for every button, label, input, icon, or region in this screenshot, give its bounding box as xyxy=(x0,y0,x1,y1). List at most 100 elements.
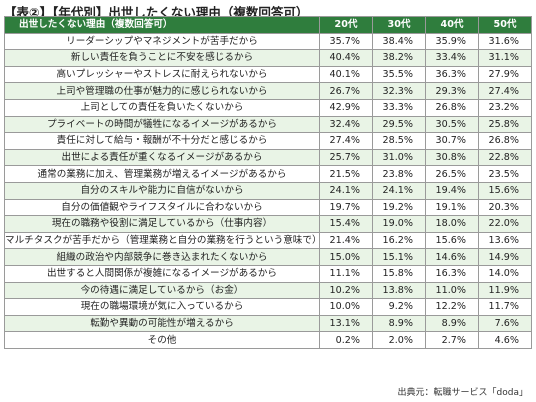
value-cell-40s: 19.1% xyxy=(425,198,479,217)
value-cell-20s: 21.4% xyxy=(319,231,373,250)
value-cell-20s: 15.0% xyxy=(319,248,373,266)
value-cell-50s: 23.5% xyxy=(478,165,532,183)
value-cell-30s: 24.1% xyxy=(372,181,426,200)
reason-cell: リーダーシップやマネジメントが苦手だから xyxy=(4,32,320,51)
data-table: 出世したくない理由（複数回答可） 20代 30代 40代 50代 リーダーシップ… xyxy=(4,16,532,349)
value-cell-40s: 26.5% xyxy=(425,165,479,183)
value-cell-20s: 26.7% xyxy=(319,82,373,100)
value-cell-50s: 4.6% xyxy=(478,331,532,349)
table-row: 転勤や異動の可能性が増えるから 13.1% 8.9% 8.9% 7.6% xyxy=(4,314,532,333)
table-row: マルチタスクが苦手だから（管理業務と自分の業務を行うという意味で） 21.4% 16… xyxy=(4,231,532,250)
value-cell-20s: 40.4% xyxy=(319,49,373,67)
value-cell-50s: 20.3% xyxy=(478,198,532,217)
header-reason: 出世したくない理由（複数回答可） xyxy=(4,16,320,34)
header-row: 出世したくない理由（複数回答可） 20代 30代 40代 50代 xyxy=(4,16,532,34)
table-row: 組織の政治や内部競争に巻き込まれたくないから 15.0% 15.1% 14.6% 14.… xyxy=(4,248,532,266)
value-cell-20s: 40.1% xyxy=(319,65,373,84)
reason-cell: 新しい責任を負うことに不安を感じるから xyxy=(4,49,320,67)
value-cell-20s: 35.7% xyxy=(319,32,373,51)
value-cell-40s: 12.2% xyxy=(425,298,479,316)
value-cell-50s: 22.8% xyxy=(478,148,532,167)
reason-cell: 転勤や異動の可能性が増えるから xyxy=(4,314,320,333)
value-cell-40s: 14.6% xyxy=(425,248,479,266)
value-cell-30s: 2.0% xyxy=(372,331,426,349)
value-cell-40s: 2.7% xyxy=(425,331,479,349)
table-row: 自分の価値観やライフスタイルに合わないから 19.7% 19.2% 19.1% 20.3… xyxy=(4,198,532,217)
value-cell-30s: 38.2% xyxy=(372,49,426,67)
value-cell-50s: 7.6% xyxy=(478,314,532,333)
value-cell-20s: 32.4% xyxy=(319,115,373,134)
reason-cell: 今の待遇に満足しているから（お金） xyxy=(4,281,320,300)
value-cell-30s: 19.0% xyxy=(372,215,426,233)
value-cell-30s: 28.5% xyxy=(372,132,426,150)
value-cell-30s: 29.5% xyxy=(372,115,426,134)
value-cell-40s: 29.3% xyxy=(425,82,479,100)
reason-cell: 現在の職務や役割に満足しているから（仕事内容） xyxy=(4,215,320,233)
value-cell-20s: 24.1% xyxy=(319,181,373,200)
value-cell-50s: 23.2% xyxy=(478,98,532,117)
value-cell-30s: 35.5% xyxy=(372,65,426,84)
value-cell-50s: 25.8% xyxy=(478,115,532,134)
value-cell-50s: 11.7% xyxy=(478,298,532,316)
value-cell-30s: 32.3% xyxy=(372,82,426,100)
value-cell-40s: 19.4% xyxy=(425,181,479,200)
value-cell-20s: 10.2% xyxy=(319,281,373,300)
value-cell-30s: 33.3% xyxy=(372,98,426,117)
value-cell-50s: 15.6% xyxy=(478,181,532,200)
value-cell-50s: 26.8% xyxy=(478,132,532,150)
reason-cell: 自分のスキルや能力に自信がないから xyxy=(4,181,320,200)
table-row: 出世による責任が重くなるイメージがあるから 25.7% 31.0% 30.8% 22.8… xyxy=(4,148,532,167)
table-row: 責任に対して給与・報酬が不十分だと感じるから 27.4% 28.5% 30.7% 26.… xyxy=(4,132,532,150)
header-30s: 30代 xyxy=(372,16,426,34)
value-cell-40s: 30.8% xyxy=(425,148,479,167)
value-cell-30s: 38.4% xyxy=(372,32,426,51)
reason-cell: 通常の業務に加え、管理業務が増えるイメージがあるから xyxy=(4,165,320,183)
header-50s: 50代 xyxy=(478,16,532,34)
value-cell-50s: 27.4% xyxy=(478,82,532,100)
header-40s: 40代 xyxy=(425,16,479,34)
value-cell-30s: 16.2% xyxy=(372,231,426,250)
reason-cell: 出世すると人間関係が複雑になるイメージがあるから xyxy=(4,264,320,283)
reason-cell: 高いプレッシャーやストレスに耐えられないから xyxy=(4,65,320,84)
value-cell-30s: 9.2% xyxy=(372,298,426,316)
value-cell-40s: 11.0% xyxy=(425,281,479,300)
value-cell-40s: 30.5% xyxy=(425,115,479,134)
value-cell-50s: 31.1% xyxy=(478,49,532,67)
value-cell-40s: 36.3% xyxy=(425,65,479,84)
value-cell-50s: 14.9% xyxy=(478,248,532,266)
reason-cell: 責任に対して給与・報酬が不十分だと感じるから xyxy=(4,132,320,150)
value-cell-50s: 11.9% xyxy=(478,281,532,300)
value-cell-30s: 15.1% xyxy=(372,248,426,266)
table-row: その他 0.2% 2.0% 2.7% 4.6% xyxy=(4,331,532,349)
value-cell-30s: 23.8% xyxy=(372,165,426,183)
value-cell-40s: 30.7% xyxy=(425,132,479,150)
table-row: 新しい責任を負うことに不安を感じるから 40.4% 38.2% 33.4% 31.1% xyxy=(4,49,532,67)
table-row: 現在の職場環境が気に入っているから 10.0% 9.2% 12.2% 11.7% xyxy=(4,298,532,316)
table-row: 自分のスキルや能力に自信がないから 24.1% 24.1% 19.4% 15.6% xyxy=(4,181,532,200)
value-cell-40s: 16.3% xyxy=(425,264,479,283)
reason-cell: マルチタスクが苦手だから（管理業務と自分の業務を行うという意味で） xyxy=(4,231,320,250)
table-row: 上司としての責任を負いたくないから 42.9% 33.3% 26.8% 23.2% xyxy=(4,98,532,117)
value-cell-50s: 22.0% xyxy=(478,215,532,233)
reason-cell: 現在の職場環境が気に入っているから xyxy=(4,298,320,316)
table-row: 出世すると人間関係が複雑になるイメージがあるから 11.1% 15.8% 16.3% 1… xyxy=(4,264,532,283)
table-row: 今の待遇に満足しているから（お金） 10.2% 13.8% 11.0% 11.9% xyxy=(4,281,532,300)
value-cell-20s: 21.5% xyxy=(319,165,373,183)
value-cell-30s: 31.0% xyxy=(372,148,426,167)
value-cell-20s: 15.4% xyxy=(319,215,373,233)
value-cell-30s: 19.2% xyxy=(372,198,426,217)
reason-cell: 出世による責任が重くなるイメージがあるから xyxy=(4,148,320,167)
value-cell-40s: 26.8% xyxy=(425,98,479,117)
header-20s: 20代 xyxy=(319,16,373,34)
value-cell-20s: 27.4% xyxy=(319,132,373,150)
value-cell-20s: 25.7% xyxy=(319,148,373,167)
reason-cell: 上司としての責任を負いたくないから xyxy=(4,98,320,117)
value-cell-40s: 18.0% xyxy=(425,215,479,233)
reason-cell: 上司や管理職の仕事が魅力的に感じられないから xyxy=(4,82,320,100)
value-cell-50s: 14.0% xyxy=(478,264,532,283)
table-body: リーダーシップやマネジメントが苦手だから 35.7% 38.4% 35.9% 31.6%… xyxy=(4,32,532,349)
table-row: プライベートの時間が犠牲になるイメージがあるから 32.4% 29.5% 30.5% 2… xyxy=(4,115,532,134)
value-cell-40s: 8.9% xyxy=(425,314,479,333)
value-cell-50s: 27.9% xyxy=(478,65,532,84)
